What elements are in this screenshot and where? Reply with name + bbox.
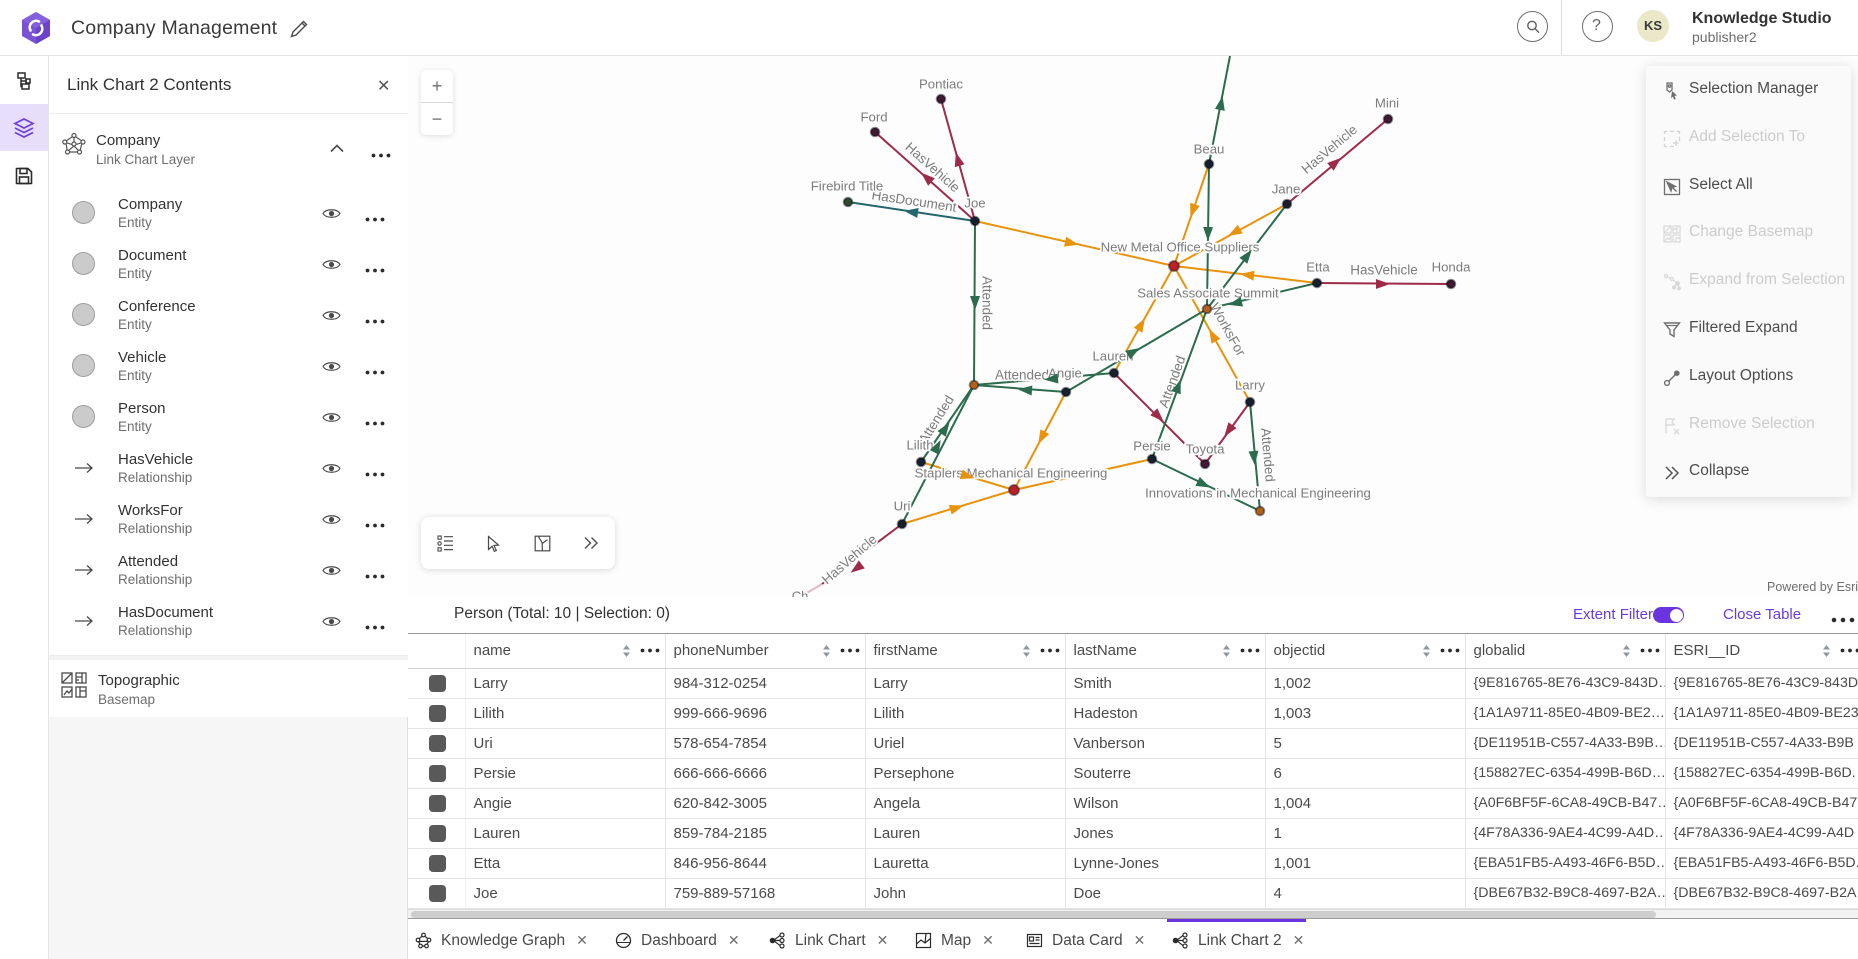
svg-text:Attended: Attended <box>979 276 994 330</box>
svg-text:Innovations in Mechanical Engi: Innovations in Mechanical Engineering <box>1145 485 1371 500</box>
svg-text:HasVehicle: HasVehicle <box>1350 263 1418 278</box>
svg-text:Joe: Joe <box>964 195 985 210</box>
svg-text:Honda: Honda <box>1432 259 1472 274</box>
svg-text:Uri: Uri <box>894 498 911 513</box>
svg-text:Lilith: Lilith <box>906 437 933 452</box>
svg-text:Mini: Mini <box>1375 95 1399 110</box>
svg-text:New Metal Office Suppliers: New Metal Office Suppliers <box>1101 239 1260 254</box>
svg-text:Persie: Persie <box>1133 438 1170 453</box>
svg-text:Lauren: Lauren <box>1092 348 1133 363</box>
svg-text:Attended: Attended <box>995 368 1049 383</box>
svg-text:Firebird Title: Firebird Title <box>811 178 884 193</box>
svg-text:Sales Associate Summit: Sales Associate Summit <box>1137 285 1279 300</box>
svg-text:Toyota: Toyota <box>1186 441 1226 456</box>
svg-text:Ford: Ford <box>860 109 887 124</box>
svg-text:Pontiac: Pontiac <box>919 76 963 91</box>
svg-text:Ch: Ch <box>792 588 809 597</box>
svg-text:Staplers Mechanical Engineerin: Staplers Mechanical Engineering <box>915 465 1108 480</box>
svg-text:Larry: Larry <box>1235 377 1265 392</box>
svg-text:Beau: Beau <box>1194 141 1225 156</box>
svg-text:Etta: Etta <box>1306 259 1330 274</box>
svg-text:Jane: Jane <box>1272 181 1301 196</box>
svg-text:Attended: Attended <box>1258 427 1278 482</box>
